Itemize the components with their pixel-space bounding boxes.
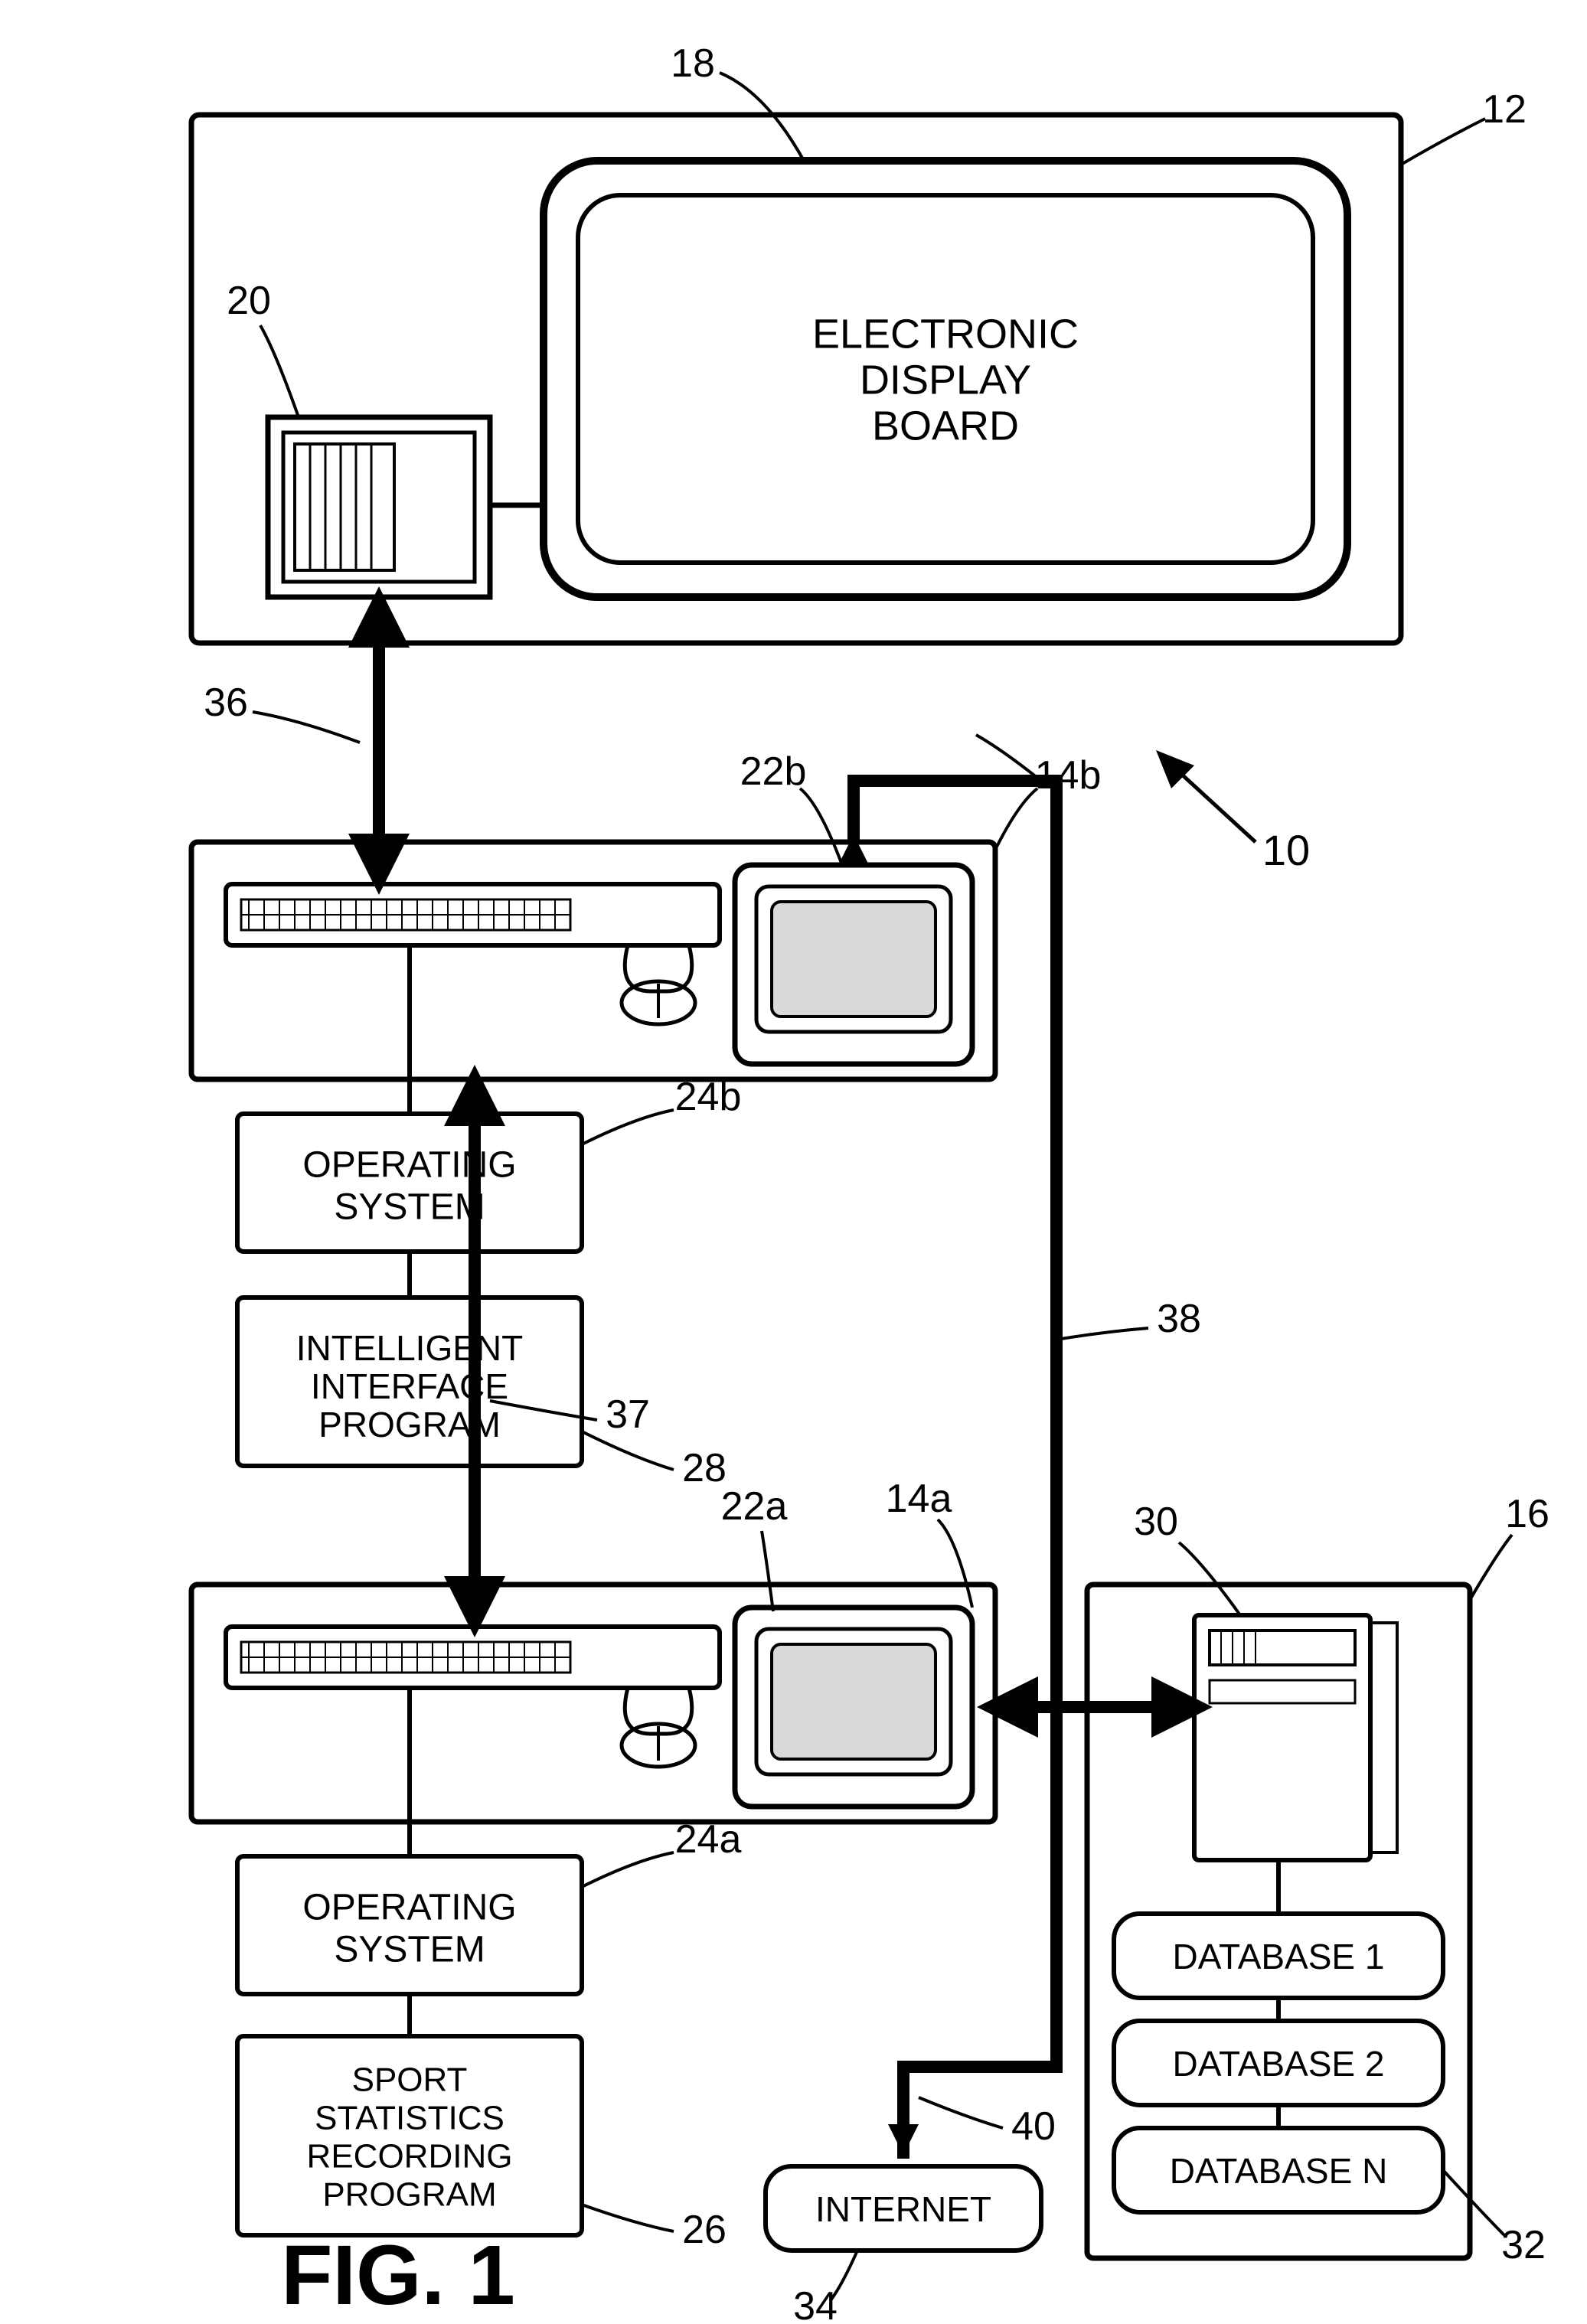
pca-os-1: OPERATING [302,1888,516,1928]
pcb-prog-1: INTELLIGENT [296,1328,524,1368]
system-ref-arrow [1156,750,1256,842]
pc-a-keyboard-icon [226,1627,720,1688]
internet-text: INTERNET [815,2189,991,2229]
ref-14a: 14a [886,1477,952,1521]
db-n: DATABASE N [1170,2151,1388,2191]
ref-10: 10 [1262,826,1310,874]
pc-b-monitor-icon [735,865,972,1064]
screen-text-2: DISPLAY [860,357,1031,403]
ref-24a: 24a [675,1817,742,1862]
server-tower-icon [1194,1615,1397,1860]
db-1: DATABASE 1 [1173,1937,1385,1976]
system-diagram: ELECTRONIC DISPLAY BOARD 12 18 20 10 [0,0,1587,2324]
screen-text-1: ELECTRONIC [812,311,1079,357]
db-2: DATABASE 2 [1173,2044,1385,2084]
pca-prog-3: RECORDING [307,2138,513,2175]
pc-b-keyboard-icon [226,884,720,945]
figure-caption: FIG. 1 [281,2228,515,2322]
ref-20: 20 [227,279,271,323]
ref-38: 38 [1157,1297,1201,1341]
pc-b-mouse-icon [622,945,695,1024]
pcb-os-2: SYSTEM [334,1187,485,1228]
pca-prog-1: SPORT [352,2061,468,2099]
ref-18: 18 [671,41,715,86]
ref-22a: 22a [721,1484,788,1529]
pc-a-mouse-icon [622,1688,695,1767]
pca-prog-2: STATISTICS [315,2100,505,2137]
controller-icon [268,417,490,597]
ref-40: 40 [1011,2104,1056,2149]
pc-b-module [191,842,995,1079]
display-unit-module: ELECTRONIC DISPLAY BOARD [191,115,1401,643]
ref-16: 16 [1505,1492,1549,1536]
ref-26: 26 [682,2208,727,2252]
ref-28: 28 [682,1446,727,1490]
ref-30: 30 [1134,1500,1178,1544]
pc-a-module [191,1585,995,1822]
ref-36: 36 [204,681,248,725]
pca-prog-4: PROGRAM [322,2176,496,2214]
pc-a-monitor-icon [735,1608,972,1807]
ref-37: 37 [606,1392,650,1437]
server-module: DATABASE 1 DATABASE 2 DATABASE N [1087,1585,1470,2258]
ref-12: 12 [1482,87,1527,132]
ref-32: 32 [1501,2223,1546,2267]
pcb-os-1: OPERATING [302,1145,516,1186]
screen-text-3: BOARD [872,403,1019,449]
ref-22b: 22b [740,749,807,794]
pca-os-2: SYSTEM [334,1930,485,1970]
ref-24b: 24b [675,1075,742,1119]
ref-34: 34 [793,2284,838,2324]
